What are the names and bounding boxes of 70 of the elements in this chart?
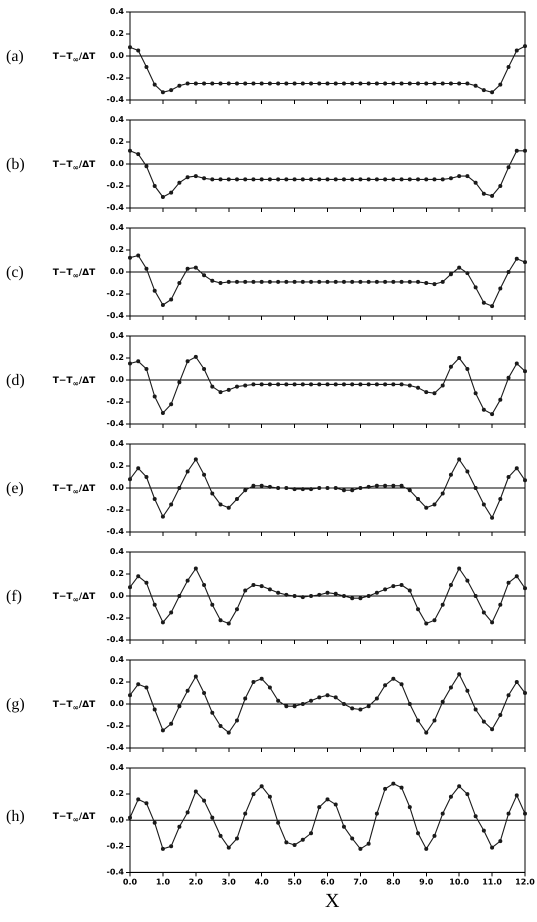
y-tick-label: -0.2 <box>106 841 124 850</box>
y-tick-label: -0.4 <box>106 311 124 320</box>
y-tick-label: 0.0 <box>110 699 124 708</box>
y-tick-label: 0.4 <box>110 7 124 16</box>
y-tick-label: -0.2 <box>106 505 124 514</box>
y-axis-title: T−T$_{∞}$/ΔT <box>52 812 96 825</box>
y-tick-label: -0.2 <box>106 289 124 298</box>
y-tick-label: 0.0 <box>110 815 124 824</box>
x-tick-label: 4.0 <box>254 877 270 886</box>
y-axis-title: T−T$_{∞}$/ΔT <box>52 52 96 65</box>
text: (h) <box>6 808 25 826</box>
x-tick-label: 12.0 <box>515 877 536 886</box>
x-tick-label: 10.0 <box>449 877 470 886</box>
y-tick-label: 0.4 <box>110 331 124 340</box>
y-tick-label: 0.2 <box>110 569 124 578</box>
y-tick-label: 0.4 <box>110 547 124 556</box>
y-tick-label: -0.4 <box>106 419 124 428</box>
y-axis-title: T−T$_{∞}$/ΔT <box>52 160 96 173</box>
y-tick-label: -0.4 <box>106 867 124 876</box>
x-tick-label: 6.0 <box>320 877 336 886</box>
y-tick-label: 0.2 <box>110 789 124 798</box>
text: (g) <box>6 696 25 714</box>
y-tick-label: -0.4 <box>106 743 124 752</box>
y-tick-label: 0.0 <box>110 159 124 168</box>
y-tick-label: 0.4 <box>110 439 124 448</box>
y-tick-label: 0.4 <box>110 223 124 232</box>
text: (d) <box>6 372 25 390</box>
y-axis-title: T−T$_{∞}$/ΔT <box>52 592 96 605</box>
y-tick-label: -0.2 <box>106 181 124 190</box>
text: (e) <box>6 480 24 498</box>
y-axis-title: T−T$_{∞}$/ΔT <box>52 484 96 497</box>
text: (a) <box>6 48 24 66</box>
x-tick-label: 5.0 <box>287 877 302 886</box>
x-tick-label: 0.0 <box>122 877 138 886</box>
x-tick-label: 7.0 <box>353 877 368 886</box>
x-tick-label: 11.0 <box>482 877 502 886</box>
text: (f) <box>6 588 22 606</box>
y-tick-label: 0.2 <box>110 353 124 362</box>
y-axis-title: T−T$_{∞}$/ΔT <box>52 268 96 281</box>
y-tick-label: 0.0 <box>110 375 124 384</box>
y-tick-label: 0.2 <box>110 677 124 686</box>
y-tick-label: -0.2 <box>106 397 124 406</box>
y-tick-label: 0.2 <box>110 137 124 146</box>
y-tick-label: -0.4 <box>106 95 124 104</box>
x-axis-title: X <box>325 890 340 913</box>
y-tick-label: -0.4 <box>106 527 124 536</box>
x-tick-label: 2.0 <box>188 877 204 886</box>
text: (b) <box>6 156 25 174</box>
y-tick-label: -0.4 <box>106 635 124 644</box>
text: (c) <box>6 264 24 282</box>
x-tick-label: 9.0 <box>419 877 434 886</box>
y-tick-label: 0.0 <box>110 267 124 276</box>
y-tick-label: 0.0 <box>110 591 124 600</box>
y-tick-label: 0.4 <box>110 115 124 124</box>
y-tick-label: 0.0 <box>110 51 124 60</box>
y-tick-label: -0.4 <box>106 203 124 212</box>
y-tick-label: -0.2 <box>106 613 124 622</box>
y-tick-label: 0.2 <box>110 245 124 254</box>
y-tick-label: -0.2 <box>106 721 124 730</box>
y-tick-label: 0.0 <box>110 483 124 492</box>
y-axis-title: T−T$_{∞}$/ΔT <box>52 376 96 389</box>
x-tick-label: 8.0 <box>386 877 401 886</box>
x-tick-label: 3.0 <box>222 877 236 886</box>
y-tick-label: 0.2 <box>110 461 124 470</box>
y-tick-label: 0.2 <box>110 29 124 38</box>
y-tick-label: 0.4 <box>110 655 124 664</box>
y-axis-title: T−T$_{∞}$/ΔT <box>52 700 96 713</box>
x-tick-label: 1.0 <box>156 877 170 886</box>
y-tick-label: -0.2 <box>106 73 124 82</box>
y-tick-label: 0.4 <box>110 763 124 772</box>
